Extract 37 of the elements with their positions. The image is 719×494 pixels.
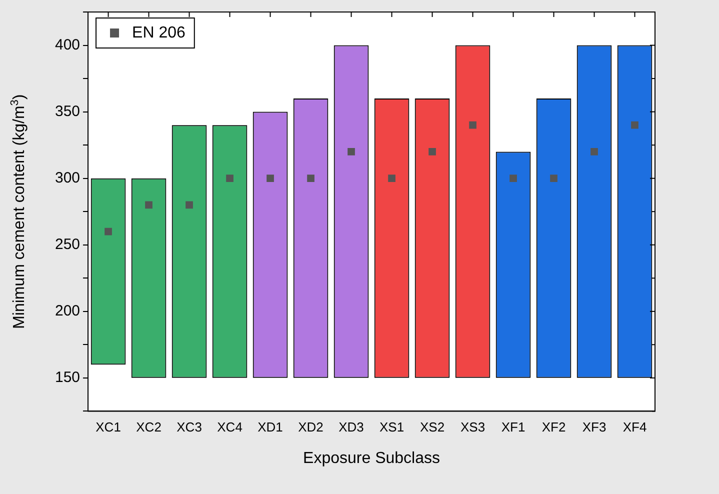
- y-tick-label: 150: [54, 369, 80, 386]
- point: [510, 174, 517, 182]
- x-tick-label: XC2: [136, 420, 162, 435]
- y-tick-label: 250: [54, 236, 80, 254]
- x-tick-label: XD1: [258, 420, 283, 435]
- y-tick-label: 300: [54, 169, 80, 186]
- x-tick-label: XD3: [338, 420, 364, 435]
- x-tick-label: XC3: [176, 420, 202, 435]
- x-tick-label: XS1: [379, 420, 404, 435]
- y-tick-label: 350: [54, 102, 80, 120]
- point: [469, 121, 476, 129]
- x-tick-label: XS2: [420, 420, 445, 435]
- x-tick-label: XS3: [460, 420, 486, 435]
- x-tick-label: XF1: [501, 420, 526, 435]
- point: [348, 148, 355, 156]
- point: [307, 174, 314, 182]
- point: [266, 174, 274, 182]
- x-tick-label: XF4: [622, 420, 647, 435]
- x-tick-label: XF2: [542, 420, 566, 435]
- y-axis-title: Minimum cement content (kg/m3): [9, 94, 28, 329]
- legend-label: EN 206: [132, 24, 186, 42]
- point: [428, 148, 436, 156]
- point: [550, 174, 558, 182]
- point: [145, 201, 152, 209]
- y-tick-label: 200: [54, 302, 80, 320]
- x-tick-label: XC1: [96, 420, 121, 435]
- point: [226, 174, 234, 182]
- y-tick-label: 400: [54, 36, 80, 54]
- x-axis-title: Exposure Subclass: [303, 450, 440, 467]
- point: [104, 228, 112, 236]
- point: [388, 174, 396, 182]
- x-tick-label: XD2: [298, 420, 324, 435]
- point: [186, 201, 193, 209]
- x-tick-label: XF3: [582, 420, 606, 435]
- point: [590, 148, 598, 156]
- point: [631, 121, 638, 129]
- x-tick-label: XC4: [217, 420, 242, 435]
